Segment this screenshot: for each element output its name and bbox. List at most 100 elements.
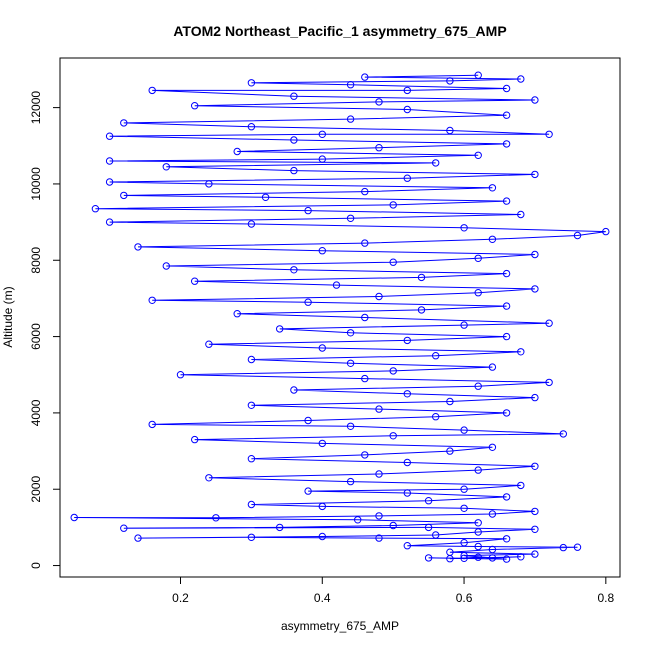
- data-point: [403, 336, 411, 345]
- data-point: [247, 455, 256, 463]
- data-point: [120, 524, 128, 532]
- data-point: [346, 115, 355, 123]
- data-point: [191, 277, 199, 285]
- data-point: [148, 296, 156, 304]
- data-point: [460, 551, 468, 560]
- data-point: [191, 435, 199, 444]
- data-point: [488, 443, 497, 451]
- data-point: [233, 310, 241, 318]
- data-point: [247, 355, 256, 364]
- x-axis: 0.2 0.4 0.6 0.8: [172, 577, 614, 605]
- data-point: [105, 218, 114, 226]
- data-point: [290, 266, 298, 274]
- data-point: [389, 521, 397, 530]
- data-point: [424, 523, 433, 532]
- data-point: [432, 159, 440, 167]
- data-point: [502, 535, 511, 543]
- x-tick-label: 0.2: [172, 591, 189, 605]
- data-point: [432, 531, 440, 539]
- data-point: [474, 553, 482, 561]
- data-point: [134, 243, 142, 251]
- data-point: [424, 497, 433, 505]
- data-point: [517, 553, 525, 561]
- data-point: [276, 325, 284, 333]
- data-point: [531, 250, 539, 259]
- data-point: [460, 426, 468, 434]
- data-point: [162, 163, 171, 171]
- data-point: [474, 382, 482, 390]
- data-point: [502, 555, 511, 563]
- x-axis-label: asymmetry_675_AMP: [281, 619, 399, 633]
- data-point: [247, 123, 256, 131]
- data-point: [531, 96, 539, 104]
- data-point: [531, 507, 539, 516]
- data-point: [460, 321, 468, 329]
- data-point: [403, 542, 411, 550]
- data-point: [361, 73, 369, 81]
- data-point: [247, 220, 256, 228]
- y-tick-label: 2000: [29, 476, 43, 503]
- x-tick-label: 0.6: [456, 591, 473, 605]
- series-layer: [70, 71, 610, 563]
- data-point: [346, 359, 355, 367]
- data-point: [290, 136, 298, 144]
- data-point: [403, 489, 411, 497]
- data-point: [346, 477, 355, 486]
- data-point: [361, 451, 369, 459]
- y-tick-label: 0: [29, 562, 43, 569]
- data-point: [424, 554, 433, 562]
- data-point: [403, 174, 411, 182]
- data-point: [162, 262, 171, 270]
- data-point: [517, 75, 525, 83]
- data-point: [488, 235, 497, 244]
- data-point: [517, 348, 525, 356]
- data-point: [105, 132, 114, 140]
- data-point: [432, 413, 440, 421]
- data-point: [488, 545, 497, 554]
- data-point: [375, 470, 383, 478]
- data-point: [502, 197, 511, 205]
- data-point: [361, 187, 369, 196]
- data-point: [120, 119, 128, 127]
- data-point: [346, 214, 355, 223]
- data-point: [403, 458, 411, 467]
- plot-frame: [59, 57, 621, 578]
- data-point: [304, 298, 312, 306]
- data-point: [389, 258, 397, 266]
- data-point: [502, 84, 511, 93]
- data-point: [389, 367, 397, 375]
- data-point: [247, 79, 256, 87]
- data-point: [474, 254, 482, 262]
- data-point: [318, 502, 326, 511]
- data-point: [247, 533, 256, 541]
- data-point: [389, 201, 397, 209]
- data-point: [205, 180, 213, 188]
- data-point: [531, 462, 539, 470]
- data-point: [290, 386, 298, 394]
- data-point: [361, 374, 369, 383]
- data-point: [318, 532, 326, 541]
- data-point: [488, 510, 497, 518]
- data-point: [502, 269, 511, 278]
- y-axis-label: Altitude (m): [1, 286, 15, 347]
- data-point: [261, 193, 270, 202]
- data-point: [502, 332, 511, 341]
- data-point: [446, 447, 454, 455]
- data-point: [389, 432, 397, 440]
- data-point: [474, 289, 482, 297]
- x-tick-label: 0.8: [597, 591, 614, 605]
- data-point: [148, 86, 156, 95]
- data-point: [417, 273, 426, 282]
- data-point: [502, 302, 511, 310]
- data-point: [290, 92, 298, 100]
- data-point: [602, 227, 610, 236]
- data-point: [545, 319, 553, 327]
- data-point: [332, 281, 341, 289]
- data-point: [354, 516, 362, 524]
- data-point: [517, 481, 525, 490]
- data-point: [375, 534, 383, 542]
- data-point: [290, 166, 298, 175]
- data-point: [559, 543, 567, 552]
- data-point: [304, 206, 312, 215]
